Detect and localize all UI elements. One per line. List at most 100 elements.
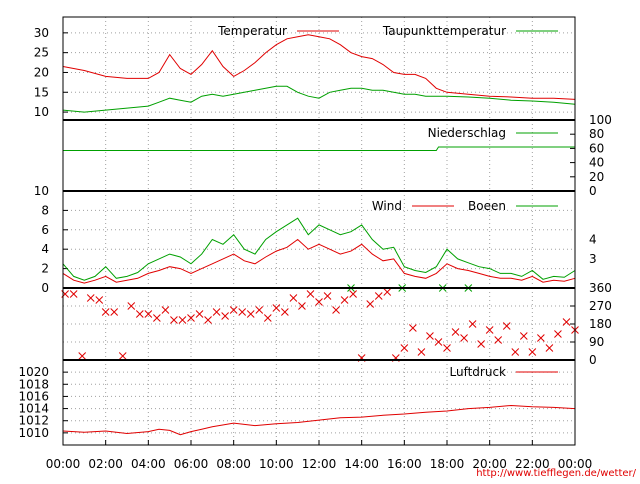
y-tick-label-right: 80 bbox=[589, 127, 604, 141]
direction-point bbox=[69, 290, 78, 298]
y-tick-label: 1010 bbox=[18, 426, 49, 440]
y-tick-label-right: 360 bbox=[589, 281, 612, 295]
direction-point bbox=[528, 348, 537, 356]
direction-point bbox=[246, 310, 255, 318]
direction-point bbox=[443, 344, 451, 352]
y-tick-label: 15 bbox=[34, 85, 49, 99]
direction-point bbox=[127, 302, 136, 310]
direction-point bbox=[434, 338, 443, 346]
direction-point bbox=[272, 304, 281, 312]
x-tick-label: 00:00 bbox=[558, 457, 593, 471]
direction-point bbox=[255, 306, 264, 314]
direction-point bbox=[383, 288, 392, 296]
direction-point bbox=[374, 292, 383, 300]
y-tick-label: 8 bbox=[41, 203, 49, 217]
y-tick-label-right: 4 bbox=[589, 233, 597, 247]
series-line-pressure-0 bbox=[62, 404, 576, 436]
direction-point bbox=[451, 328, 460, 336]
y-tick-label: 2 bbox=[41, 262, 49, 276]
y-tick-label: 25 bbox=[34, 46, 49, 60]
legend-label: Boeen bbox=[468, 199, 506, 213]
legend-label: Taupunkttemperatur bbox=[382, 24, 506, 38]
direction-point bbox=[118, 352, 127, 360]
direction-point bbox=[78, 352, 87, 360]
direction-point bbox=[477, 340, 485, 348]
direction-point bbox=[212, 308, 221, 316]
y-tick-label-right: 60 bbox=[589, 141, 604, 155]
x-tick-label: 14:00 bbox=[344, 457, 379, 471]
direction-point bbox=[178, 316, 187, 324]
y-tick-label: 0 bbox=[41, 281, 49, 295]
direction-point bbox=[562, 318, 571, 326]
y-tick-label: 1020 bbox=[18, 365, 49, 379]
x-tick-label: 02:00 bbox=[88, 457, 123, 471]
y-tick-label-right: 270 bbox=[589, 299, 612, 313]
direction-point bbox=[502, 322, 511, 330]
legend-label: Luftdruck bbox=[449, 365, 506, 379]
x-tick-label: 06:00 bbox=[174, 457, 209, 471]
y-tick-label: 1012 bbox=[18, 414, 49, 428]
y-tick-label: 10 bbox=[34, 184, 49, 198]
direction-point bbox=[340, 296, 349, 304]
direction-point bbox=[298, 302, 306, 310]
y-tick-label: 20 bbox=[34, 65, 49, 79]
direction-point bbox=[263, 314, 272, 322]
direction-point bbox=[238, 308, 247, 316]
direction-point bbox=[400, 344, 409, 352]
direction-point bbox=[221, 312, 229, 320]
direction-point bbox=[204, 316, 212, 324]
direction-point bbox=[144, 310, 153, 318]
y-tick-label-right: 100 bbox=[589, 113, 612, 127]
source-url: http://www.tiefflegen.de/wetter/ bbox=[476, 468, 636, 479]
y-tick-label: 1018 bbox=[18, 377, 49, 391]
direction-point bbox=[485, 326, 494, 334]
direction-point bbox=[289, 294, 298, 302]
y-tick-label: 1016 bbox=[18, 389, 49, 403]
y-tick-label: 1014 bbox=[18, 402, 49, 416]
x-tick-label: 08:00 bbox=[216, 457, 251, 471]
direction-point bbox=[537, 334, 545, 342]
direction-point bbox=[229, 306, 238, 314]
direction-point bbox=[554, 330, 562, 338]
direction-point bbox=[195, 310, 204, 318]
direction-point bbox=[468, 320, 477, 328]
series-line-wind-1 bbox=[62, 217, 576, 281]
direction-point bbox=[153, 314, 161, 322]
y-tick-label-right: 0 bbox=[589, 184, 597, 198]
legend-label: Wind bbox=[372, 199, 402, 213]
y-tick-label-right: 180 bbox=[589, 317, 612, 331]
y-tick-label-right: 40 bbox=[589, 156, 604, 170]
y-tick-label-right: 0 bbox=[589, 353, 597, 367]
direction-point bbox=[460, 334, 468, 342]
y-tick-label: 4 bbox=[41, 242, 49, 256]
legend-label: Niederschlag bbox=[428, 126, 506, 140]
direction-point bbox=[332, 306, 340, 314]
y-tick-label: 10 bbox=[34, 105, 49, 119]
direction-point bbox=[95, 296, 104, 304]
direction-point bbox=[306, 290, 315, 298]
direction-point bbox=[323, 292, 332, 300]
direction-point bbox=[545, 344, 554, 352]
direction-point bbox=[417, 348, 426, 356]
y-tick-label-right: 3 bbox=[589, 252, 597, 266]
series-line-wind-0 bbox=[62, 238, 576, 284]
direction-point bbox=[315, 298, 323, 306]
x-tick-label: 04:00 bbox=[131, 457, 166, 471]
x-tick-label: 18:00 bbox=[430, 457, 465, 471]
direction-point bbox=[426, 332, 434, 340]
direction-point bbox=[281, 308, 289, 316]
legend-label: Temperatur bbox=[217, 24, 287, 38]
direction-point bbox=[170, 316, 178, 324]
x-tick-label: 22:00 bbox=[515, 457, 550, 471]
direction-point bbox=[161, 306, 170, 314]
series-line-temperature-1 bbox=[62, 85, 576, 113]
y-tick-label: 6 bbox=[41, 223, 49, 237]
direction-point bbox=[86, 294, 95, 302]
x-tick-label: 10:00 bbox=[259, 457, 294, 471]
direction-point bbox=[366, 300, 375, 308]
x-tick-label: 20:00 bbox=[472, 457, 507, 471]
direction-point bbox=[519, 332, 528, 340]
y-tick-label: 30 bbox=[34, 26, 49, 40]
